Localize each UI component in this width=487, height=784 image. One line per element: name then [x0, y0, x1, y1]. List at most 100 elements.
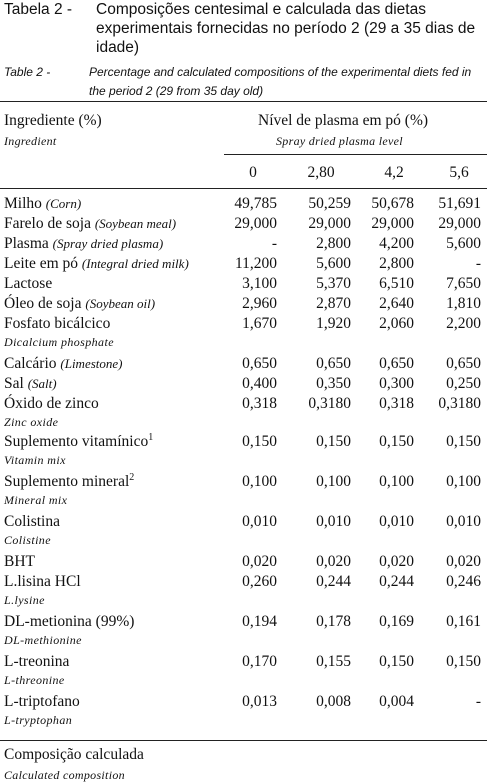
footnote-marker: 2 — [129, 472, 135, 483]
ingredient-label: Leite em pó — [4, 255, 79, 272]
plasma-level-header: Nível de plasma em pó (%) — [258, 112, 429, 129]
table-row: Plasma (Spray dried plasma) - 2,800 4,200 5,… — [0, 235, 487, 255]
value-cell-level-3: 1,810 — [446, 295, 481, 312]
value-cell-level-1: 29,000 — [308, 215, 351, 232]
table-row: L-triptofano 0,013 0,008 0,004 - L-tryptophan — [0, 693, 487, 727]
value-cell-level-1: 2,800 — [316, 235, 351, 252]
value-cell-level-0: 0,013 — [242, 693, 277, 710]
ingredient-name: Plasma (Spray dried plasma) — [4, 235, 163, 253]
value-cell-level-3: 0,3180 — [438, 395, 481, 412]
ingredient-name: Milho (Corn) — [4, 195, 81, 213]
value-cell-level-3: 29,000 — [438, 215, 481, 232]
value-cell-level-3: 0,010 — [446, 513, 481, 530]
value-cell-level-3: 2,200 — [446, 315, 481, 332]
ingredient-name-en: Dicalcium phosphate — [4, 335, 114, 349]
level-header-1: 2,80 — [307, 164, 335, 181]
value-cell-level-2: 2,640 — [379, 295, 414, 312]
ingredient-name: Leite em pó (Integral dried milk) — [4, 255, 189, 273]
ingredient-name-en: (Salt) — [27, 376, 57, 391]
value-cell-level-0: 0,318 — [242, 395, 277, 412]
caption-label-pt: Tabela 2 - — [4, 1, 73, 18]
value-cell-level-3: 0,150 — [446, 433, 481, 450]
caption-text-pt: Composições centesimal e calculada das d… — [96, 1, 476, 56]
value-cell-level-1: 0,100 — [316, 473, 351, 490]
table-row: Suplemento mineral2 0,100 0,100 0,100 0,100 M… — [0, 472, 487, 508]
ingredient-name-en: Colistine — [4, 533, 51, 547]
ingredient-name: Lactose — [4, 275, 52, 293]
value-cell-level-3: 0,161 — [446, 613, 481, 630]
header-sub-rule — [224, 154, 487, 155]
value-cell-level-0: - — [271, 235, 277, 252]
caption-label-en: Table 2 - — [4, 65, 51, 79]
value-cell-level-2: 29,000 — [371, 215, 414, 232]
value-cell-level-3: 0,250 — [446, 375, 481, 392]
ingredient-label: Óleo de soja — [4, 295, 82, 312]
value-cell-level-2: 6,510 — [379, 275, 414, 292]
ingredient-label: Suplemento mineral — [4, 473, 130, 490]
value-cell-level-1: 2,870 — [316, 295, 351, 312]
ingredient-label: Farelo de soja — [4, 215, 91, 232]
ingredient-label: Lactose — [4, 275, 53, 292]
ingredient-name-en: (Integral dried milk) — [81, 256, 189, 271]
ingredient-header-en: Ingredient — [4, 134, 57, 148]
level-header-3: 5,6 — [449, 164, 469, 181]
ingredient-name: Óxido de zinco — [4, 395, 99, 413]
value-cell-level-2: 2,800 — [379, 255, 414, 272]
value-cell-level-2: 0,650 — [379, 355, 414, 372]
value-cell-level-3: 0,150 — [446, 653, 481, 670]
ingredient-name-en: L.lysine — [4, 593, 45, 607]
value-cell-level-2: 0,004 — [379, 693, 414, 710]
value-cell-level-3: 51,691 — [438, 195, 481, 212]
value-cell-level-1: 5,600 — [316, 255, 351, 272]
ingredient-label: Suplemento vitamínico — [4, 433, 149, 450]
ingredient-label: DL-metionina (99%) — [4, 613, 135, 630]
value-cell-level-1: 0,008 — [316, 693, 351, 710]
ingredient-name-en: (Spray dried plasma) — [52, 236, 164, 251]
value-cell-level-2: 50,678 — [371, 195, 414, 212]
value-cell-level-3: 5,600 — [446, 235, 481, 252]
value-cell-level-0: 0,100 — [242, 473, 277, 490]
value-cell-level-2: 2,060 — [379, 315, 414, 332]
ingredient-name: Fosfato bicálcico — [4, 315, 110, 333]
ingredient-name: Calcário (Limestone) — [4, 355, 123, 373]
table-row: L.lisina HCl 0,260 0,244 0,244 0,246 L.lysine — [0, 573, 487, 607]
level-header-2: 4,2 — [384, 164, 404, 181]
ingredient-label: Óxido de zinco — [4, 395, 99, 412]
value-cell-level-0: 0,650 — [242, 355, 277, 372]
table-row: Óleo de soja (Soybean oil) 2,960 2,870 2,64… — [0, 295, 487, 315]
value-cell-level-1: 5,370 — [316, 275, 351, 292]
value-cell-level-0: 11,200 — [234, 255, 277, 272]
table-row: Fosfato bicálcico 1,670 1,920 2,060 2,200 Dic… — [0, 315, 487, 349]
table-row: L-treonina 0,170 0,155 0,150 0,150 L-threonin… — [0, 653, 487, 687]
ingredient-name: Farelo de soja (Soybean meal) — [4, 215, 176, 233]
ingredient-name-en: (Soybean meal) — [94, 216, 177, 231]
ingredient-name: Colistina — [4, 513, 60, 531]
value-cell-level-2: 0,010 — [379, 513, 414, 530]
value-cell-level-1: 0,650 — [316, 355, 351, 372]
value-cell-level-1: 0,150 — [316, 433, 351, 450]
ingredient-label: Plasma — [4, 235, 49, 252]
value-cell-level-1: 0,350 — [316, 375, 351, 392]
value-cell-level-3: 0,100 — [446, 473, 481, 490]
table-row: Calcário (Limestone) 0,650 0,650 0,650 0,650 — [0, 355, 487, 375]
table-row: Farelo de soja (Soybean meal) 29,000 29,00… — [0, 215, 487, 235]
value-cell-level-3: 7,650 — [446, 275, 481, 292]
value-cell-level-0: 0,194 — [242, 613, 277, 630]
table-row: Colistina 0,010 0,010 0,010 0,010 Colistine — [0, 513, 487, 547]
ingredient-name-en: (Corn) — [45, 196, 82, 211]
ingredient-name: Suplemento vitamínico1 — [4, 433, 153, 451]
table-row: Milho (Corn) 49,785 50,259 50,678 51,691 — [0, 195, 487, 215]
calc-composition-heading-en: Calculated composition — [4, 768, 125, 782]
value-cell-level-2: 0,150 — [379, 653, 414, 670]
value-cell-level-0: 49,785 — [234, 195, 277, 212]
ingredient-name: L-triptofano — [4, 693, 80, 711]
value-cell-level-0: 0,260 — [242, 573, 277, 590]
ingredient-label: Milho — [4, 195, 42, 212]
value-cell-level-1: 0,3180 — [308, 395, 351, 412]
table-row: BHT 0,020 0,020 0,020 0,020 — [0, 553, 487, 573]
table-row: Sal (Salt) 0,400 0,350 0,300 0,250 — [0, 375, 487, 395]
table-row: Leite em pó (Integral dried milk) 11,200 5… — [0, 255, 487, 275]
ingredient-name-en: (Limestone) — [60, 356, 123, 371]
ingredient-name: L.lisina HCl — [4, 573, 81, 591]
value-cell-level-0: 0,150 — [242, 433, 277, 450]
